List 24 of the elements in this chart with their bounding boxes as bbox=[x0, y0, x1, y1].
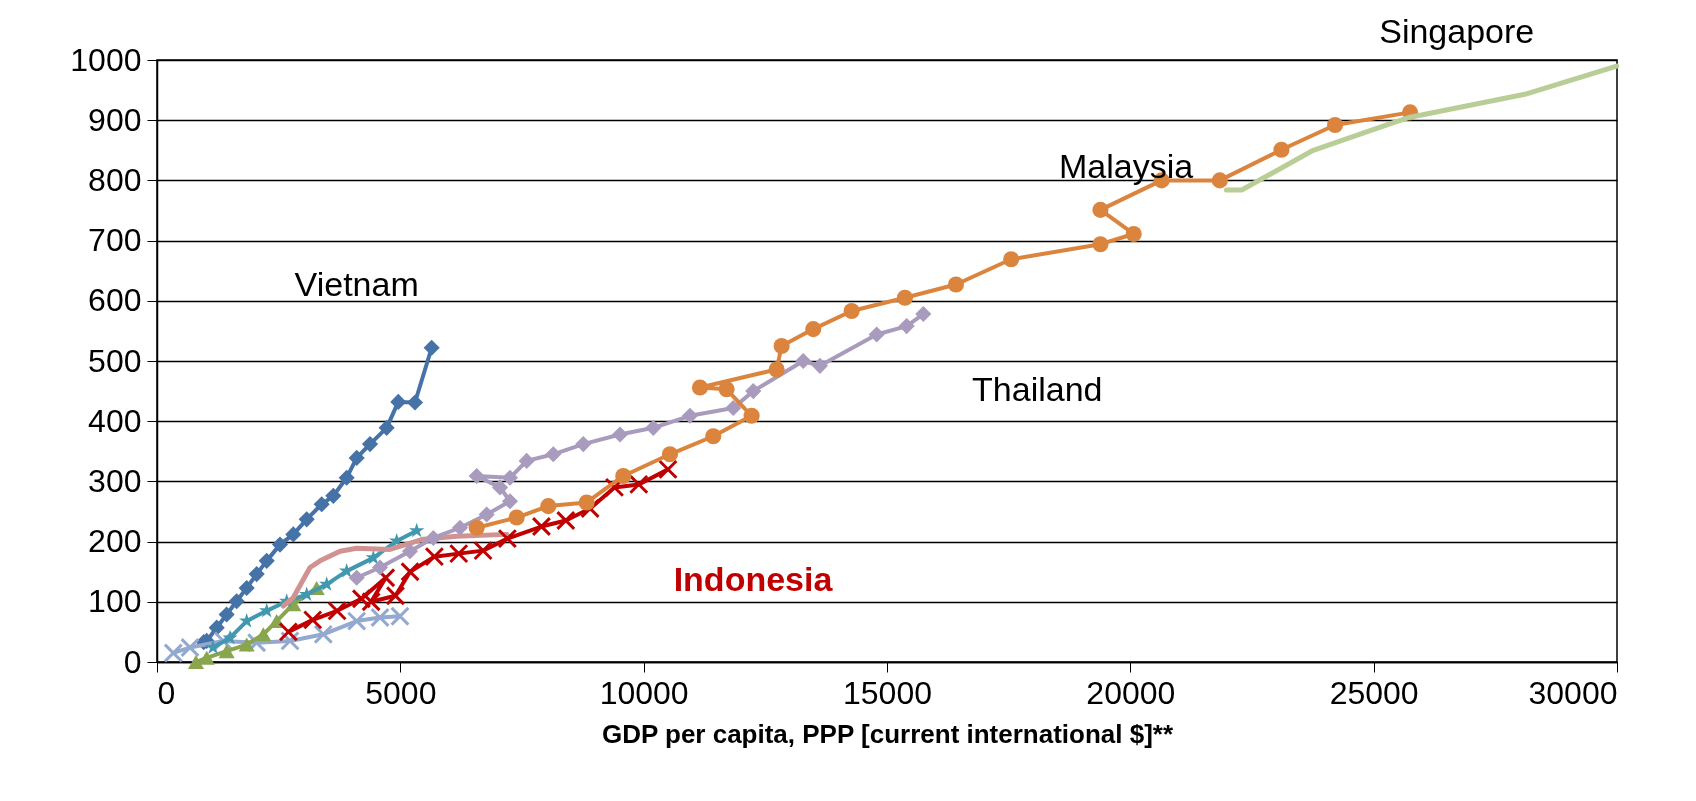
x-tick-label: 20000 bbox=[1086, 674, 1176, 711]
x-tick-label: 15000 bbox=[843, 674, 932, 711]
y-tick-label: 100 bbox=[88, 583, 142, 620]
series-label: Malaysia bbox=[1058, 147, 1194, 186]
x-tick-label: 10000 bbox=[599, 674, 689, 711]
y-tick-label: 400 bbox=[88, 402, 142, 439]
x-tick-label: 0 bbox=[157, 674, 176, 711]
y-tick-label: 500 bbox=[88, 342, 142, 379]
y-tick-label: 200 bbox=[88, 523, 142, 560]
y-tick-label: 800 bbox=[88, 161, 142, 198]
x-tick-label: 25000 bbox=[1329, 674, 1419, 711]
y-tick-label: 600 bbox=[88, 282, 142, 319]
y-tick-label: 700 bbox=[88, 222, 142, 259]
x-axis-title: GDP per capita, PPP [current international $]** bbox=[601, 718, 1174, 749]
text: Indonesia bbox=[673, 560, 834, 599]
y-tick-label: 0 bbox=[123, 643, 142, 680]
series-label: Singapore bbox=[1379, 12, 1535, 51]
y-tick-label: 1000 bbox=[70, 41, 142, 78]
series-label: Vietnam bbox=[294, 264, 419, 303]
x-tick-label: 30000 bbox=[1528, 674, 1618, 711]
x-tick-label: 5000 bbox=[365, 674, 437, 711]
y-tick-label: 300 bbox=[88, 462, 142, 499]
y-tick-label: 900 bbox=[88, 101, 142, 138]
text: Thailand bbox=[972, 370, 1103, 409]
